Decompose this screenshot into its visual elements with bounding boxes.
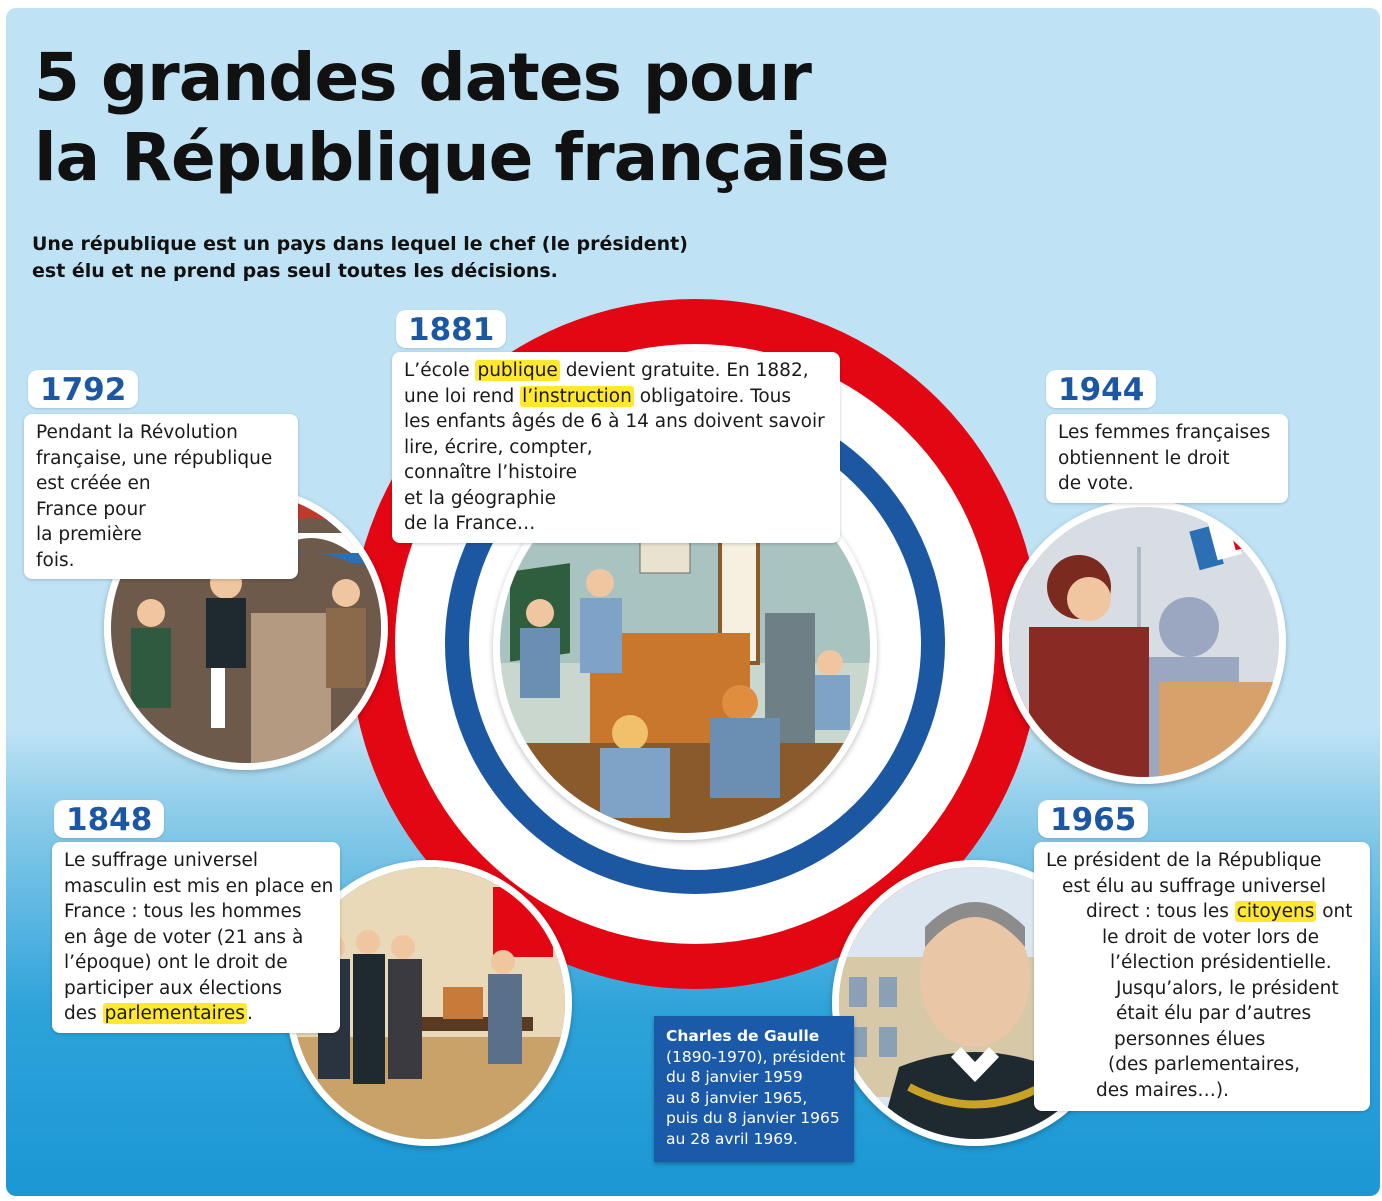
highlight-instruction: l’instruction bbox=[520, 385, 634, 407]
text-1965-line-8: personnes élues bbox=[1114, 1028, 1266, 1050]
text-1792-line-1: Pendant la Révolution bbox=[36, 422, 238, 443]
text-box-1792: Pendant la Révolution française, une rép… bbox=[24, 414, 298, 579]
year-badge-1944: 1944 bbox=[1046, 370, 1157, 408]
de-gaulle-line-2: du 8 janvier 1959 bbox=[666, 1068, 803, 1086]
year-badge-1881: 1881 bbox=[396, 310, 507, 348]
de-gaulle-line-3: au 8 janvier 1965, bbox=[666, 1088, 808, 1107]
text-box-1944: Les femmes françaises obtiennent le droi… bbox=[1046, 414, 1288, 503]
text-box-1965: Le président de la République est élu au… bbox=[1034, 842, 1370, 1111]
title-line-2: la République française bbox=[34, 119, 890, 196]
text-1848-line-5: l’époque) ont le droit de bbox=[64, 952, 288, 973]
text-1965-line-5: l’élection présidentielle. bbox=[1110, 952, 1332, 973]
text-1965-line-10: des maires…). bbox=[1096, 1079, 1229, 1101]
text-1881-line-4: lire, écrire, compter, bbox=[404, 436, 593, 458]
text-1944-line-1: Les femmes françaises bbox=[1058, 422, 1271, 443]
intro-line-2: est élu et ne prend pas seul toutes les … bbox=[32, 260, 558, 282]
text-1881-line-1: L’école publique devient gratuite. En 18… bbox=[404, 360, 809, 381]
text-1965-line-7: était élu par d’autres bbox=[1116, 1003, 1312, 1024]
text-1792-line-6: fois. bbox=[36, 549, 75, 571]
de-gaulle-line-1: (1890-1970), président bbox=[666, 1047, 846, 1066]
text-1881-line-2: une loi rend l’instruction obligatoire. … bbox=[404, 385, 792, 407]
de-gaulle-info-card: Charles de Gaulle (1890-1970), président… bbox=[654, 1016, 854, 1162]
text-1848-line-6: participer aux élections bbox=[64, 977, 283, 999]
year-badge-1848: 1848 bbox=[54, 800, 165, 838]
text-1792-line-5: la première bbox=[36, 524, 142, 545]
intro-line-1: Une république est un pays dans lequel l… bbox=[32, 233, 688, 255]
text-1965-line-2: est élu au suffrage universel bbox=[1062, 875, 1326, 897]
text-1881-line-5: connaître l’histoire bbox=[404, 462, 577, 483]
text-1848-line-4: en âge de voter (21 ans à bbox=[64, 926, 304, 948]
highlight-parlementaires: parlementaires bbox=[102, 1003, 247, 1024]
text-1848-line-7: des parlementaires. bbox=[64, 1003, 253, 1024]
text-1848-line-3: France : tous les hommes bbox=[64, 901, 302, 922]
highlight-citoyens: citoyens bbox=[1234, 901, 1317, 922]
text-1944-line-2: obtiennent le droit bbox=[1058, 447, 1230, 469]
text-1881-line-6: et la géographie bbox=[404, 487, 556, 509]
text-1848-line-1: Le suffrage universel bbox=[64, 850, 258, 871]
year-badge-1792: 1792 bbox=[28, 370, 139, 408]
text-1965-line-9: (des parlementaires, bbox=[1108, 1054, 1301, 1075]
text-1881-line-7: de la France… bbox=[404, 513, 536, 534]
year-badge-1965: 1965 bbox=[1038, 800, 1149, 838]
text-box-1881: L’école publique devient gratuite. En 18… bbox=[392, 352, 840, 543]
text-1848-line-2: masculin est mis en place en bbox=[64, 875, 334, 897]
de-gaulle-line-4: puis du 8 janvier 1965 bbox=[666, 1109, 840, 1127]
page-title: 5 grandes dates pour la République franç… bbox=[34, 38, 890, 198]
intro-text: Une république est un pays dans lequel l… bbox=[32, 231, 752, 285]
title-line-1: 5 grandes dates pour bbox=[34, 39, 812, 116]
text-1881-line-3: les enfants âgés de 6 à 14 ans doivent s… bbox=[404, 411, 825, 432]
de-gaulle-line-5: au 28 avril 1969. bbox=[666, 1129, 798, 1148]
classroom-overlap-mask bbox=[586, 456, 824, 546]
text-1792-line-2: française, une république bbox=[36, 447, 273, 469]
text-box-1848: Le suffrage universel masculin est mis e… bbox=[52, 842, 340, 1033]
text-1965-line-6: Jusqu’alors, le président bbox=[1116, 977, 1339, 999]
infographic-page: 5 grandes dates pour la République franç… bbox=[6, 8, 1380, 1196]
text-1944-line-3: de vote. bbox=[1058, 473, 1134, 494]
text-1792-line-3: est créée en bbox=[36, 473, 151, 494]
text-1965-line-1: Le président de la République bbox=[1046, 850, 1322, 871]
woman-voting-illustration bbox=[1002, 500, 1286, 784]
de-gaulle-name: Charles de Gaulle bbox=[666, 1027, 820, 1045]
text-1965-line-4: le droit de voter lors de bbox=[1102, 926, 1320, 948]
text-1792-line-4: France pour bbox=[36, 498, 146, 520]
highlight-publique: publique bbox=[475, 360, 560, 381]
text-1965-line-3: direct : tous les citoyens ont bbox=[1086, 901, 1353, 922]
